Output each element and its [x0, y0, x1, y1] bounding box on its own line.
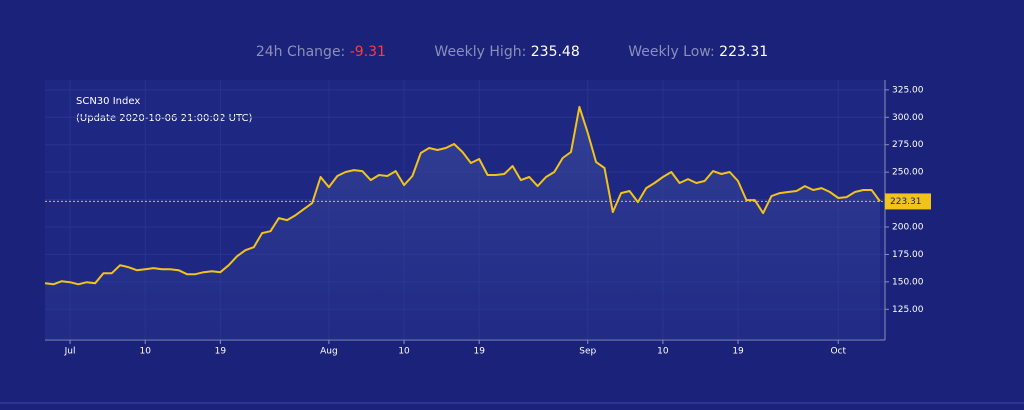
stat-value: 223.31: [719, 44, 769, 60]
chart-subtitle: (Update 2020-10-06 21:00:02 UTC): [76, 113, 253, 124]
stat-label: Weekly High:: [434, 44, 527, 60]
stats-bar: 24h Change: -9.31 Weekly High: 235.48 We…: [0, 44, 1024, 60]
x-tick-label: 10: [139, 347, 151, 357]
stat-value: 235.48: [530, 44, 580, 60]
stat-change: 24h Change: -9.31: [256, 44, 386, 60]
stat-label: Weekly Low:: [628, 44, 715, 60]
x-tick-label: 19: [215, 347, 227, 357]
x-tick-label: 19: [473, 347, 485, 357]
x-tick-label: Aug: [320, 347, 338, 357]
x-tick-label: 19: [732, 347, 744, 357]
line: [44, 105, 881, 286]
y-tick-label: 200.00: [892, 223, 924, 233]
stat-low: Weekly Low: 223.31: [628, 44, 768, 60]
x-tick-label: Jul: [64, 347, 76, 357]
stat-label: 24h Change:: [255, 44, 346, 60]
x-tick-label: 10: [398, 347, 410, 357]
y-tick-label: 300.00: [892, 113, 924, 123]
stat-high: Weekly High: 235.48: [434, 44, 579, 60]
x-tick-label: Sep: [579, 347, 596, 357]
last-value-label: 223.31: [890, 197, 922, 207]
y-tick-label: 250.00: [892, 168, 924, 178]
chart-title: SCN30 Index: [76, 96, 140, 107]
y-tick-label: 275.00: [892, 140, 924, 150]
area: [45, 106, 880, 341]
x-tick-label: Oct: [830, 347, 846, 357]
y-tick-label: 150.00: [892, 277, 924, 287]
last-value-badge: [885, 193, 931, 210]
stat-value: -9.31: [349, 44, 386, 60]
y-tick-label: 325.00: [892, 85, 924, 95]
y-tick-label: 175.00: [892, 250, 924, 260]
y-tick-label: 125.00: [892, 305, 924, 315]
x-tick-label: 10: [657, 347, 669, 357]
